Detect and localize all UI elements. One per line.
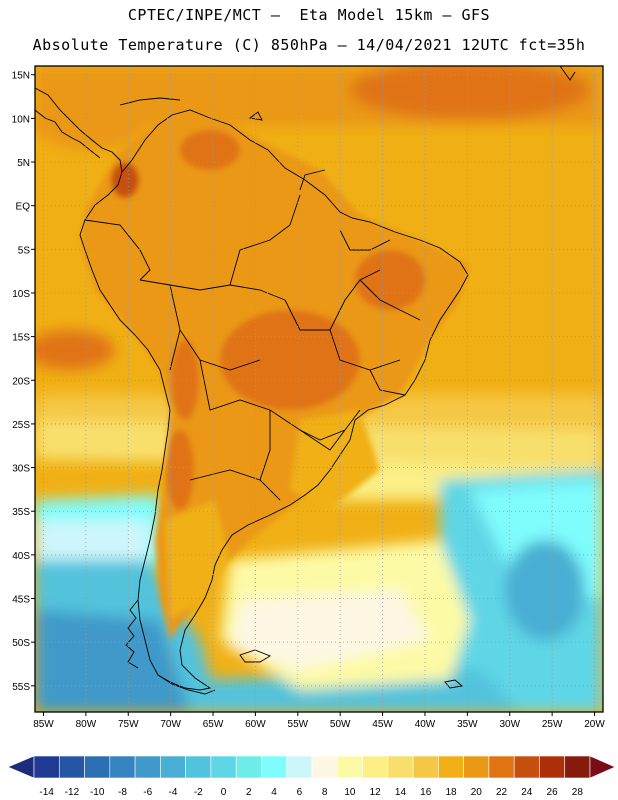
lon-tick-label: 85W xyxy=(33,719,54,730)
colorbar-swatch xyxy=(210,755,237,779)
lat-tick-label: 50S xyxy=(12,638,30,649)
colorbar-label: -4 xyxy=(169,787,178,798)
lon-tick-label: 65W xyxy=(203,719,224,730)
lat-tick-label: 10S xyxy=(12,289,30,300)
lon-tick-label: 40W xyxy=(415,719,436,730)
map-frame xyxy=(34,65,604,713)
colorbar-swatch xyxy=(109,755,136,779)
colorbar-label: 18 xyxy=(445,787,457,798)
colorbar-swatch xyxy=(33,755,60,779)
colorbar-swatch xyxy=(286,755,313,779)
lat-tick-label: 25S xyxy=(12,420,30,431)
colorbar-swatch xyxy=(185,755,212,779)
lon-tick-label: 60W xyxy=(245,719,266,730)
colorbar-label: -8 xyxy=(118,787,127,798)
lon-tick-label: 25W xyxy=(542,719,563,730)
lon-tick-label: 70W xyxy=(160,719,181,730)
lat-tick-label: 5S xyxy=(18,245,31,256)
lon-tick-label: 80W xyxy=(76,719,97,730)
title-line-1: CPTEC/INPE/MCT – Eta Model 15km – GFS xyxy=(127,6,491,24)
lon-tick-label: 55W xyxy=(288,719,309,730)
temperature-field xyxy=(35,66,603,712)
colorbar-label: 20 xyxy=(471,787,483,798)
colorbar-swatch xyxy=(336,755,363,779)
lon-tick-label: 35W xyxy=(457,719,478,730)
colorbar-swatch xyxy=(134,755,161,779)
colorbar-label: -2 xyxy=(194,787,203,798)
colorbar-swatch xyxy=(160,755,186,779)
lat-tick-label: 5N xyxy=(17,158,30,169)
colorbar-low-arrow xyxy=(7,755,35,779)
lat-tick-label: 15S xyxy=(12,333,30,344)
colorbar-swatch xyxy=(261,755,288,779)
lat-tick-label: 35S xyxy=(12,507,30,518)
colorbar-swatch xyxy=(564,755,591,779)
lon-tick-label: 50W xyxy=(330,719,351,730)
colorbar-swatch xyxy=(387,755,414,779)
colorbar-label: 28 xyxy=(572,787,584,798)
lat-tick-label: 40S xyxy=(12,551,30,562)
colorbar-swatch xyxy=(438,755,464,779)
lat-tick-label: 10N xyxy=(12,114,30,125)
lat-tick-label: 20S xyxy=(12,376,30,387)
colorbar-label: 22 xyxy=(496,787,508,798)
colorbar-swatch xyxy=(488,755,515,779)
colorbar-label: 0 xyxy=(221,787,227,798)
lat-tick-label: 45S xyxy=(12,595,30,606)
lat-tick-label: EQ xyxy=(16,202,31,213)
colorbar-label: 24 xyxy=(521,787,533,798)
coastlines xyxy=(35,66,576,695)
colorbar-label: 14 xyxy=(395,787,407,798)
colorbar-swatch xyxy=(362,755,389,779)
lon-tick-label: 45W xyxy=(372,719,393,730)
graticule xyxy=(35,66,603,712)
map-axes: 85W 80W 75W 70W 65W 60W 55W 50W 45W 40W 35W 30W 25W 2… xyxy=(12,71,606,730)
colorbar-label: -14 xyxy=(39,787,54,798)
colorbar-label: -10 xyxy=(90,787,105,798)
colorbar-label: 16 xyxy=(420,787,432,798)
colorbar-swatch xyxy=(311,755,338,779)
title-line-2: Absolute Temperature (C) 850hPa – 14/04/… xyxy=(32,36,586,54)
colorbar-label: 4 xyxy=(271,787,277,798)
colorbar-label: 6 xyxy=(297,787,303,798)
lat-tick-label: 55S xyxy=(12,682,30,693)
colorbar-swatch xyxy=(235,755,262,779)
colorbar-label: 10 xyxy=(344,787,356,798)
colorbar-swatch xyxy=(58,755,85,779)
colorbar-label: 26 xyxy=(547,787,559,798)
colorbar-label: 2 xyxy=(246,787,252,798)
continent-field xyxy=(80,110,470,640)
colorbar-swatch xyxy=(84,755,111,779)
lon-tick-label: 30W xyxy=(499,719,520,730)
colorbar-swatch xyxy=(539,755,566,779)
colorbar-swatch xyxy=(463,755,490,779)
colorbar-swatch xyxy=(412,755,439,779)
lon-tick-label: 20W xyxy=(584,719,605,730)
lat-tick-label: 30S xyxy=(12,464,30,475)
colorbar-label: 12 xyxy=(370,787,382,798)
colorbar-high-arrow xyxy=(589,755,616,779)
colorbar-label: 8 xyxy=(322,787,328,798)
colorbar-label: -12 xyxy=(65,787,80,798)
lon-tick-label: 75W xyxy=(118,719,139,730)
colorbar-swatch xyxy=(513,755,540,779)
colorbar-label: -6 xyxy=(143,787,152,798)
lat-tick-label: 15N xyxy=(12,71,30,82)
